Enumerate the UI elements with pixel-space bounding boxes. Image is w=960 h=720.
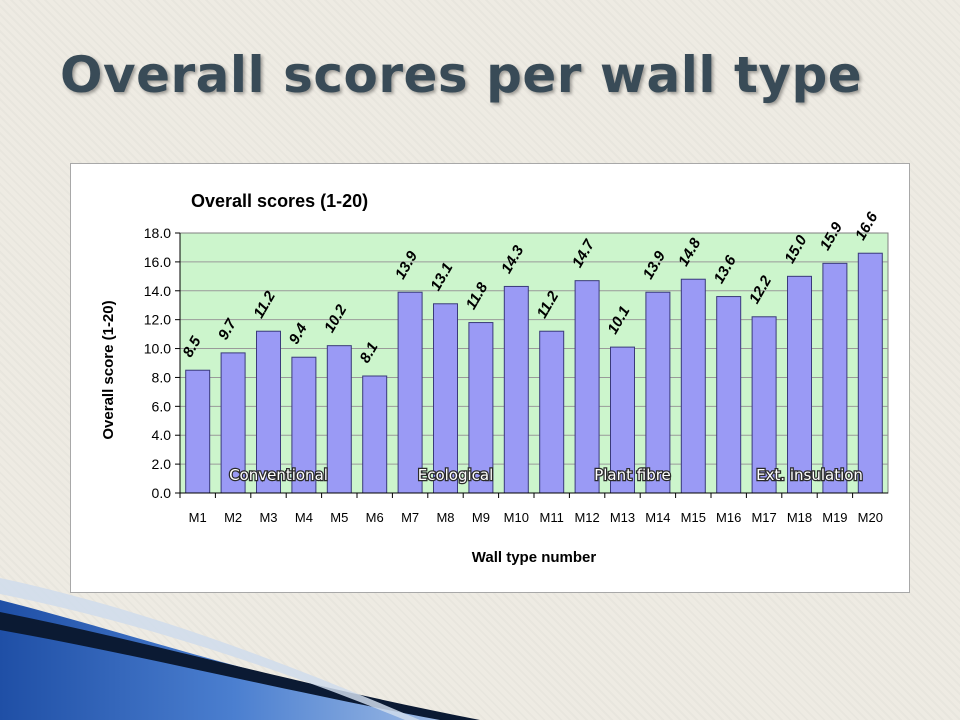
group-label: Ext. insulation	[756, 466, 863, 484]
x-tick-label: M13	[610, 510, 635, 525]
bar	[680, 278, 706, 494]
x-tick-label: M18	[787, 510, 812, 525]
x-tick-label: M11	[540, 510, 564, 525]
y-tick-label: 10.0	[144, 341, 171, 357]
x-tick-label: M4	[295, 510, 313, 525]
bar	[326, 345, 352, 494]
bar	[397, 291, 423, 494]
y-tick-label: 18.0	[144, 225, 171, 241]
x-tick-label: M3	[259, 510, 277, 525]
y-tick-label: 16.0	[144, 254, 171, 270]
plot-area	[179, 232, 889, 494]
bar	[256, 330, 281, 494]
bar	[787, 275, 812, 494]
x-tick-label: M12	[574, 510, 599, 525]
group-label: Conventional	[229, 466, 328, 484]
y-tick-label: 14.0	[144, 283, 171, 299]
bar	[857, 252, 883, 494]
group-label: Plant fibre	[594, 466, 671, 484]
group-label: Ecological	[418, 466, 494, 484]
x-tick-label: M9	[472, 510, 490, 525]
x-tick-label: M2	[224, 510, 242, 525]
x-tick-label: M16	[716, 510, 741, 525]
swoosh-light-band	[0, 578, 420, 720]
bar	[503, 285, 529, 494]
chart-frame: Overall scores (1-20) 0.0 2.0 4.0 6.0 8.0 10.0…	[70, 163, 910, 593]
x-tick-label: M15	[681, 510, 706, 525]
x-tick-label: M6	[366, 510, 384, 525]
x-tick-label: M1	[189, 510, 207, 525]
x-tick-label: M7	[401, 510, 419, 525]
bar	[539, 330, 565, 494]
x-tick-label: M14	[645, 510, 670, 525]
bar	[822, 262, 848, 494]
bar	[610, 346, 635, 494]
x-tick-label: M5	[330, 510, 348, 525]
x-tick-label: M10	[504, 510, 529, 525]
bar	[716, 296, 742, 494]
x-tick-label: M19	[822, 510, 847, 525]
bar	[362, 375, 388, 494]
y-tick-label: 2.0	[152, 456, 172, 472]
bar	[468, 322, 494, 494]
x-axis-label: Wall type number	[472, 549, 597, 566]
bar	[291, 356, 317, 494]
y-tick-label: 6.0	[152, 398, 172, 414]
bar	[433, 303, 458, 494]
y-tick-label: 0.0	[152, 485, 172, 501]
slide-title: Overall scores per wall type	[60, 46, 863, 104]
x-tick-label: M8	[436, 510, 454, 525]
x-tick-label: M20	[858, 510, 883, 525]
decorative-corner-swoosh	[0, 578, 480, 720]
y-axis-label: Overall score (1-20)	[100, 300, 117, 439]
bar	[185, 369, 211, 494]
y-tick-label: 4.0	[152, 427, 172, 443]
bar-chart: Overall scores (1-20) 0.0 2.0 4.0 6.0 8.0 10.0…	[100, 191, 889, 566]
bar	[574, 280, 600, 494]
swoosh-blue-band	[0, 600, 470, 720]
y-tick-label: 8.0	[152, 369, 172, 385]
bar	[645, 291, 671, 494]
swoosh-dark-band	[0, 612, 480, 720]
x-tick-label: M17	[751, 510, 776, 525]
y-tick-label: 12.0	[144, 312, 171, 328]
chart-title: Overall scores (1-20)	[191, 191, 368, 211]
